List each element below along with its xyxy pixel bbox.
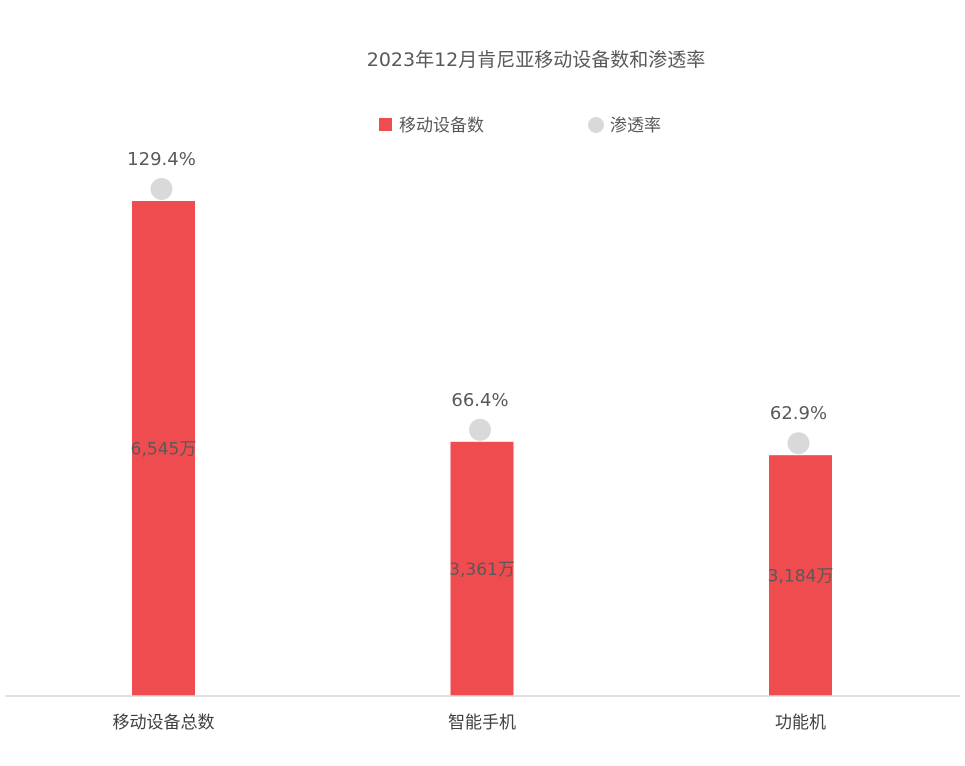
bar-group: 3,361万 66.4% 智能手机: [448, 390, 516, 733]
penetration-label: 66.4%: [451, 390, 508, 411]
x-tick-label: 功能机: [775, 713, 826, 733]
bar-group: 3,184万 62.9% 功能机: [768, 403, 834, 733]
bar-value-label: 3,361万: [449, 560, 515, 580]
legend-label-bar: 移动设备数: [399, 116, 484, 136]
legend-label-marker: 渗透率: [610, 116, 661, 136]
bar-value-label: 6,545万: [131, 440, 197, 460]
penetration-label: 129.4%: [127, 149, 196, 170]
x-tick-label: 智能手机: [448, 713, 516, 733]
penetration-marker: [469, 418, 491, 441]
chart-title: 2023年12月肯尼亚移动设备数和渗透率: [367, 49, 706, 71]
legend-swatch-bar: [379, 118, 392, 131]
penetration-marker: [787, 432, 810, 455]
plot-area: 6,545万 129.4% 移动设备总数 3,361万 66.4% 智能手机 3,184万 6…: [113, 149, 834, 733]
x-tick-label: 移动设备总数: [113, 713, 215, 733]
bar: [132, 201, 195, 696]
bar-value-label: 3,184万: [768, 567, 834, 587]
legend-swatch-marker: [588, 117, 604, 133]
bar-group: 6,545万 129.4% 移动设备总数: [113, 149, 215, 733]
penetration-label: 62.9%: [770, 403, 827, 424]
bar: [769, 455, 832, 696]
legend: 移动设备数 渗透率: [379, 116, 661, 136]
penetration-marker: [150, 178, 173, 200]
bar: [450, 441, 514, 696]
